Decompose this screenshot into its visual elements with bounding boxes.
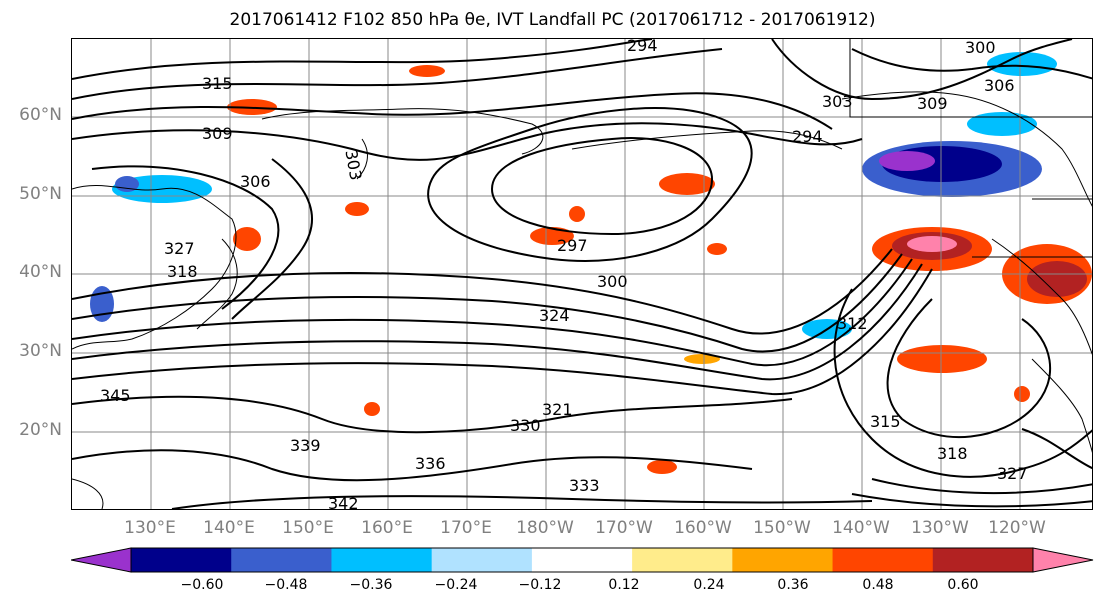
colorbar-cell [632, 548, 733, 572]
positive-anomaly-patch [409, 65, 445, 77]
contour-label: 336 [415, 454, 446, 473]
colorbar-extend-low [71, 547, 132, 573]
colorbar-cell [331, 548, 433, 572]
contour-label: 306 [240, 172, 271, 191]
contour-label: 318 [937, 444, 968, 463]
positive-anomaly-patch [345, 202, 369, 216]
positive-anomaly-patch [684, 354, 720, 364]
colorbar-cell [832, 548, 934, 572]
theta-e-contours [72, 39, 1092, 509]
contour-label: 315 [202, 74, 233, 93]
positive-anomaly-patch [569, 206, 585, 222]
negative-anomaly-patch [967, 112, 1037, 136]
positive-anomaly-patch [907, 236, 957, 252]
contour-label: 339 [290, 436, 321, 455]
contour-label: 315 [870, 412, 901, 431]
map-title: 2017061412 F102 850 hPa θe, IVT Landfall… [229, 10, 876, 30]
contour-label: 333 [569, 476, 600, 495]
colorbar-tick-label: 0.36 [777, 577, 809, 593]
contour-label: 312 [837, 314, 868, 333]
colorbar-cell [732, 548, 834, 572]
contour-label: 306 [984, 76, 1015, 95]
lat-label: 60°N [19, 105, 62, 125]
colorbar-tick-label: −0.36 [349, 577, 393, 593]
contour-label: 330 [510, 416, 541, 435]
colorbar-tick-label: −0.24 [434, 577, 478, 593]
contour-label: 297 [557, 236, 588, 255]
contour-label: 309 [202, 124, 233, 143]
contour-label: 303 [341, 148, 365, 181]
colorbar-frame [130, 547, 1034, 573]
lat-label: 50°N [19, 184, 62, 204]
lon-label: 160°E [361, 518, 413, 538]
colorbar-tick-label: 0.60 [947, 577, 979, 593]
colorbar-extend-high [1032, 547, 1094, 573]
contour-label: 300 [965, 39, 996, 57]
lon-label: 170°E [440, 518, 492, 538]
contour-label: 321 [542, 400, 573, 419]
positive-anomaly-patch [233, 227, 261, 251]
contour-label: 318 [167, 262, 198, 281]
lat-label: 40°N [19, 262, 62, 282]
positive-anomaly-patch [707, 243, 727, 255]
colorbar-tick-label: −0.12 [518, 577, 562, 593]
positive-anomaly-patch [659, 173, 715, 195]
contour-label: 345 [100, 386, 131, 405]
colorbar-tick-label: −0.60 [180, 577, 224, 593]
lat-label: 30°N [19, 341, 62, 361]
contour-label: 324 [539, 306, 570, 325]
colorbar-cell [431, 548, 533, 572]
contour-label: 342 [328, 494, 359, 510]
coastlines [72, 91, 1092, 509]
map-panel: 315 309 303 306 327 318 345 294 297 300 … [71, 38, 1093, 510]
negative-anomaly-patch [879, 151, 935, 171]
lon-label: 130°W [911, 518, 969, 538]
colorbar [71, 547, 1094, 573]
contour-label: 327 [997, 464, 1028, 483]
contour-label-layer: 315 309 303 306 327 318 345 294 297 300 … [100, 39, 1028, 510]
contour-label: 294 [627, 39, 658, 55]
lon-label: 140°W [832, 518, 890, 538]
negative-anomaly-patch [987, 52, 1057, 76]
colorbar-tick-label: 0.12 [608, 577, 640, 593]
positive-anomaly-patch [897, 345, 987, 373]
colorbar-cells [71, 547, 1094, 573]
lon-label: 180°W [516, 518, 574, 538]
contour-label: 309 [917, 94, 948, 113]
contour-label: 303 [822, 92, 853, 111]
colorbar-cell [231, 548, 332, 572]
lon-label: 130°E [124, 518, 176, 538]
political-boundaries [849, 39, 1092, 258]
lon-label: 160°W [674, 518, 732, 538]
positive-anomaly-patch [364, 402, 380, 416]
lon-label: 150°E [282, 518, 334, 538]
lon-label: 170°W [595, 518, 653, 538]
lon-label: 120°W [988, 518, 1046, 538]
colorbar-cell [531, 548, 633, 572]
colorbar-tick-label: 0.48 [862, 577, 894, 593]
positive-anomaly-patch [1027, 261, 1087, 297]
positive-anomaly-patch [647, 460, 677, 474]
contour-label: 300 [597, 272, 628, 291]
contour-label: 294 [792, 127, 823, 146]
colorbar-cell [131, 548, 232, 572]
lat-label: 20°N [19, 420, 62, 440]
colorbar-cell [932, 548, 1034, 572]
colorbar-tick-label: −0.48 [264, 577, 308, 593]
contour-label: 327 [164, 239, 195, 258]
map-canvas: 315 309 303 306 327 318 345 294 297 300 … [72, 39, 1092, 510]
lon-label: 140°E [203, 518, 255, 538]
anomaly-fill-layer [90, 52, 1092, 474]
colorbar-tick-label: 0.24 [693, 577, 725, 593]
lon-label: 150°W [753, 518, 811, 538]
positive-anomaly-patch [1014, 386, 1030, 402]
